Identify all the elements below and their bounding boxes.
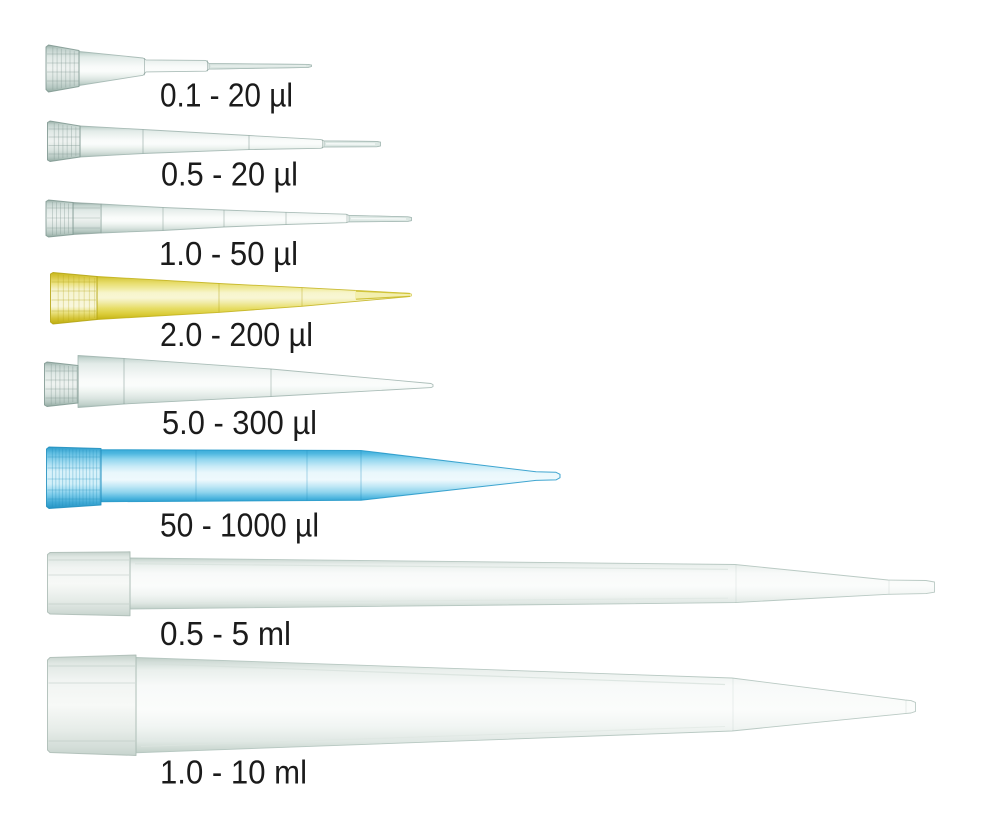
svg-text:0.1 - 20 µl: 0.1 - 20 µl	[160, 77, 293, 114]
svg-text:0.5 - 5 ml: 0.5 - 5 ml	[160, 615, 291, 652]
svg-text:0.5 - 20 µl: 0.5 - 20 µl	[161, 156, 298, 193]
svg-text:2.0 - 200 µl: 2.0 - 200 µl	[160, 316, 313, 353]
svg-text:1.0 - 50 µl: 1.0 - 50 µl	[159, 235, 298, 272]
svg-text:50 - 1000 µl: 50 - 1000 µl	[160, 507, 319, 544]
svg-text:5.0 - 300 µl: 5.0 - 300 µl	[162, 404, 317, 441]
svg-text:1.0 - 10 ml: 1.0 - 10 ml	[160, 754, 307, 791]
